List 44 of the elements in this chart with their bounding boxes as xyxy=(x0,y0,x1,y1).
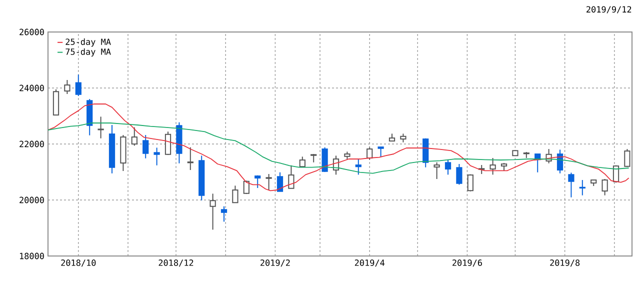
candlestick xyxy=(187,146,194,171)
candlestick xyxy=(355,158,362,176)
y-tick-label: 20000 xyxy=(20,196,44,204)
candlestick xyxy=(154,147,160,166)
candlestick xyxy=(131,126,138,146)
candlestick xyxy=(624,148,630,168)
y-tick-label: 24000 xyxy=(20,84,44,92)
x-tick-label: 2019/4 xyxy=(354,260,384,267)
x-tick-label: 2019/2 xyxy=(260,260,290,267)
candlestick xyxy=(422,138,429,168)
x-tick-label: 2018/12 xyxy=(158,260,194,267)
candlestick xyxy=(75,74,82,97)
legend-label: 25-day MA xyxy=(66,38,111,47)
candlestick xyxy=(378,146,384,158)
x-tick-label: 2019/6 xyxy=(452,260,482,267)
y-tick-label: 22000 xyxy=(20,140,44,148)
text: 2019/9/12 xyxy=(586,6,632,14)
candlestick xyxy=(444,159,452,176)
candlestick xyxy=(366,146,373,160)
x-tick-label: 2019/8 xyxy=(550,260,580,267)
candlestick xyxy=(232,185,238,204)
candlestick xyxy=(288,164,294,189)
candlestick xyxy=(142,134,149,159)
candlestick xyxy=(456,163,462,186)
candlestick xyxy=(467,174,474,192)
candlestick xyxy=(64,80,70,94)
candlestick xyxy=(434,162,440,180)
y-tick-label: 18000 xyxy=(20,252,44,260)
candlestick xyxy=(52,88,60,116)
candlestick xyxy=(490,158,496,176)
line-series xyxy=(48,122,630,174)
legend-label: 75-day MA xyxy=(66,48,111,57)
candlestick xyxy=(243,180,250,195)
candlestick xyxy=(568,172,574,198)
candlestick xyxy=(254,174,261,188)
candlestick xyxy=(266,173,272,191)
candlestick xyxy=(210,193,216,230)
candlestick xyxy=(98,116,104,139)
candlestick xyxy=(220,206,228,222)
candlestick xyxy=(579,180,586,196)
candlestick xyxy=(276,172,284,192)
x-tick-label: 2018/10 xyxy=(61,260,96,267)
candlestick xyxy=(602,178,608,196)
y-tick-label: 26000 xyxy=(20,28,44,36)
